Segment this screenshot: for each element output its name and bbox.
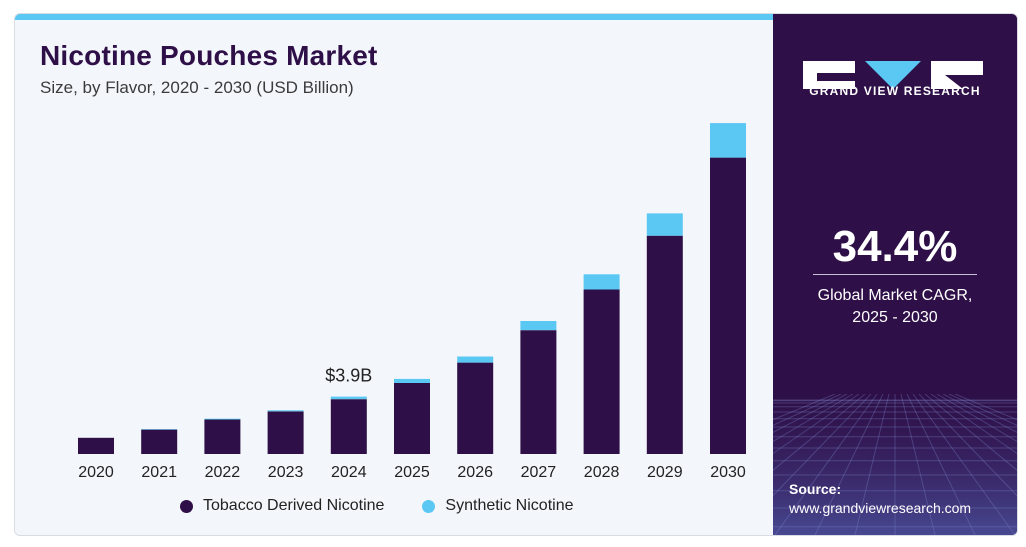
legend-label-synthetic: Synthetic Nicotine	[445, 497, 574, 514]
x-tick-label-2027: 2027	[521, 464, 557, 481]
legend-item-synthetic: Synthetic Nicotine	[422, 497, 573, 515]
bar-synthetic-2028	[583, 274, 620, 290]
bar-tobacco-2026	[457, 362, 494, 454]
x-tick-labels: 2020 2021 2022 2023 2024 2025 2026 2027 2028 2029…	[78, 464, 746, 481]
divider	[813, 274, 977, 275]
bar-tobacco-2021	[141, 429, 178, 454]
bar-synthetic-2022	[204, 418, 241, 420]
bar-synthetic-2026	[457, 356, 494, 363]
grand-view-research-logo	[803, 61, 983, 89]
chart-subtitle: Size, by Flavor, 2020 - 2030 (USD Billio…	[40, 78, 354, 97]
bar-tobacco-2027	[520, 330, 557, 454]
bar-tobacco-2030	[710, 157, 746, 454]
decorative-grid	[773, 394, 1017, 535]
x-tick-label-2024: 2024	[331, 464, 367, 481]
cagr-label: Global Market CAGR, 2025 - 2030	[773, 285, 1017, 329]
chart-title: Nicotine Pouches Market	[40, 40, 378, 71]
stats-panel: GRAND VIEW RESEARCH 34.4% Global Market …	[773, 14, 1017, 535]
bars-group	[78, 123, 746, 454]
bar-synthetic-2023	[267, 410, 304, 412]
cagr-label-line1: Global Market CAGR,	[817, 287, 973, 304]
bar-synthetic-2029	[646, 213, 683, 236]
source: Source: www.grandviewresearch.com	[789, 480, 1015, 518]
x-tick-label-2020: 2020	[78, 464, 114, 481]
bar-synthetic-2024	[330, 396, 367, 400]
bar-synthetic-2021	[141, 429, 178, 430]
bar-tobacco-2024	[330, 399, 367, 454]
bar-tobacco-2020	[78, 437, 114, 454]
bar-tobacco-2028	[583, 289, 620, 454]
legend-swatch-tobacco	[180, 499, 193, 513]
source-url: www.grandviewresearch.com	[789, 500, 972, 516]
accent-bar	[15, 14, 773, 20]
x-tick-label-2026: 2026	[457, 464, 493, 481]
source-label: Source:	[789, 481, 842, 497]
x-tick-label-2025: 2025	[394, 464, 430, 481]
x-tick-label-2022: 2022	[205, 464, 241, 481]
legend: Tobacco Derived Nicotine Synthetic Nicot…	[180, 494, 611, 518]
x-tick-label-2029: 2029	[647, 464, 683, 481]
bar-tobacco-2022	[204, 419, 241, 454]
bar-tobacco-2025	[394, 382, 430, 454]
bar-synthetic-2025	[394, 378, 430, 383]
bar-tobacco-2023	[267, 411, 304, 454]
legend-label-tobacco: Tobacco Derived Nicotine	[203, 497, 385, 514]
bar-tobacco-2029	[646, 235, 683, 454]
annotations-group: $3.9B	[325, 366, 372, 386]
x-tick-label-2028: 2028	[584, 464, 620, 481]
annotation-2024: $3.9B	[325, 366, 372, 386]
x-tick-label-2021: 2021	[141, 464, 177, 481]
brand-name: GRAND VIEW RESEARCH	[809, 84, 981, 98]
bar-synthetic-2030	[710, 123, 746, 158]
legend-item-tobacco: Tobacco Derived Nicotine	[180, 497, 384, 515]
legend-swatch-synthetic	[422, 499, 436, 513]
x-tick-label-2030: 2030	[710, 464, 746, 481]
chart-panel: Nicotine Pouches Market Size, by Flavor,…	[15, 14, 773, 535]
x-tick-label-2023: 2023	[268, 464, 304, 481]
infographic-card: Nicotine Pouches Market Size, by Flavor,…	[14, 13, 1018, 536]
bar-chart: 2020 2021 2022 2023 2024 2025 2026 2027 2028 2029…	[78, 123, 746, 481]
cagr-label-line2: 2025 - 2030	[852, 309, 938, 326]
cagr-value: 34.4%	[832, 222, 958, 271]
bar-synthetic-2027	[520, 321, 557, 331]
